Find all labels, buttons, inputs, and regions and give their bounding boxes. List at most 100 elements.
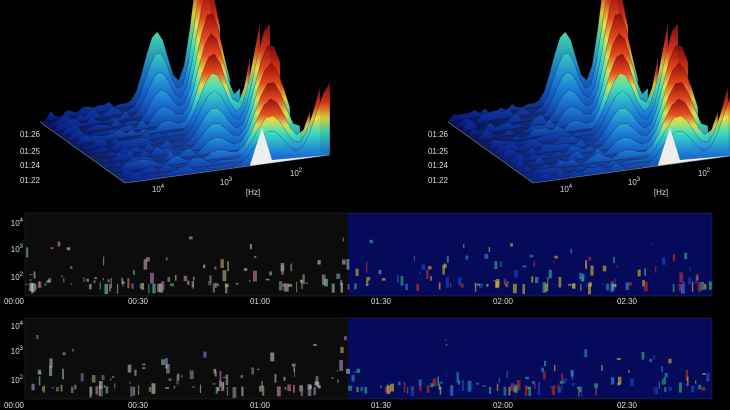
spectral-streak [150, 272, 154, 284]
spectrum-ridge [98, 62, 291, 165]
spectral-streak [336, 370, 339, 372]
spectral-streak [225, 374, 229, 386]
spectral-streak [438, 282, 441, 290]
spectral-streak [449, 282, 452, 288]
spectral-streak [49, 358, 53, 368]
spectral-streak [411, 387, 414, 391]
spectral-streak [222, 376, 226, 378]
spectral-streak [112, 375, 115, 378]
spectral-streak [130, 386, 133, 397]
spectral-streak [232, 387, 237, 398]
spectral-streak [102, 278, 104, 281]
spectral-streak [419, 384, 422, 392]
spectral-streak [488, 247, 491, 252]
spectral-streak [362, 385, 364, 393]
spectrogram [24, 317, 713, 400]
spectral-streak [29, 274, 33, 276]
spectral-streak [103, 256, 105, 266]
spectral-streak [43, 385, 46, 393]
axis-line [124, 154, 331, 184]
spectral-streak [706, 378, 709, 382]
spectral-streak [33, 271, 36, 279]
spectral-streak [580, 386, 583, 397]
spectral-streak [488, 387, 492, 394]
spectral-streak [191, 280, 194, 288]
spectral-streak [514, 270, 518, 278]
spectral-streak [704, 283, 707, 290]
spectral-streak [458, 380, 461, 385]
spectral-streak [142, 363, 146, 366]
spectral-streak [342, 237, 344, 242]
power-base: 10 [698, 169, 707, 178]
spectral-streak [148, 387, 152, 392]
spectral-streak [284, 387, 287, 390]
time-label: 01:22 [428, 176, 449, 185]
spectrum-ridge [59, 13, 231, 137]
spectral-streak [510, 243, 513, 247]
spectral-streak [479, 283, 483, 289]
spectral-streak [344, 336, 347, 341]
spectral-streak [688, 277, 691, 285]
spectral-streak [410, 386, 415, 397]
spectral-streak [572, 283, 576, 289]
spectral-streak [251, 367, 255, 375]
spectral-streak [702, 373, 706, 375]
spectral-streak [580, 277, 584, 282]
spectral-streak [278, 281, 283, 291]
spectral-streak [678, 382, 682, 393]
spectral-streak [695, 278, 697, 285]
spectral-streak [533, 260, 535, 268]
spectral-streak [50, 247, 54, 250]
spectral-streak [339, 359, 343, 371]
spectral-streak [355, 268, 359, 276]
spectral-streak [461, 380, 465, 391]
spectral-streak [476, 382, 479, 385]
spectral-streak [672, 254, 676, 262]
spectral-streak [386, 385, 391, 394]
spectral-streak [294, 368, 296, 377]
spectral-streak [62, 352, 66, 356]
spectral-streak [664, 372, 668, 378]
spectral-streak [176, 375, 179, 385]
spectral-streak [445, 373, 447, 377]
spectral-streak [668, 386, 672, 391]
frame [24, 212, 713, 297]
spectral-streak [446, 255, 449, 263]
spectral-streak [493, 280, 496, 282]
spectral-streak [553, 385, 557, 388]
spectral-streak [516, 380, 521, 391]
spectral-streak [456, 372, 459, 383]
gray-region [25, 213, 348, 296]
spectral-streak [474, 283, 477, 292]
spectral-streak [148, 283, 150, 294]
spectral-streak [588, 284, 591, 295]
spectral-streak [222, 270, 227, 282]
spectrum-ridge [519, 98, 719, 174]
spectral-streak [36, 335, 39, 340]
spectral-streak [672, 284, 675, 293]
spectral-streak [134, 369, 137, 376]
spectral-streak [437, 376, 440, 386]
spectral-streak [293, 385, 295, 393]
spectral-streak [165, 387, 170, 389]
power-label: 102 [11, 272, 24, 283]
spectral-streak [495, 279, 500, 288]
spectral-streak [439, 381, 443, 384]
spectral-streak [653, 355, 656, 360]
spectral-streak [340, 282, 343, 293]
spectral-streak [544, 360, 546, 367]
spectral-streak [585, 260, 588, 269]
spectral-streak [331, 283, 335, 293]
spectral-streak [337, 379, 339, 384]
spectral-streak [571, 371, 573, 381]
spectral-streak [578, 386, 580, 397]
power-label: 102 [698, 168, 711, 179]
spectral-streak [661, 366, 664, 373]
spectral-streak [513, 386, 517, 393]
spectral-streak [139, 283, 142, 289]
spectral-streak [291, 363, 296, 367]
spectral-streak [63, 278, 65, 283]
spectral-streak [127, 364, 132, 373]
spectral-streak [143, 259, 148, 270]
time-label: 01:30 [371, 297, 392, 306]
